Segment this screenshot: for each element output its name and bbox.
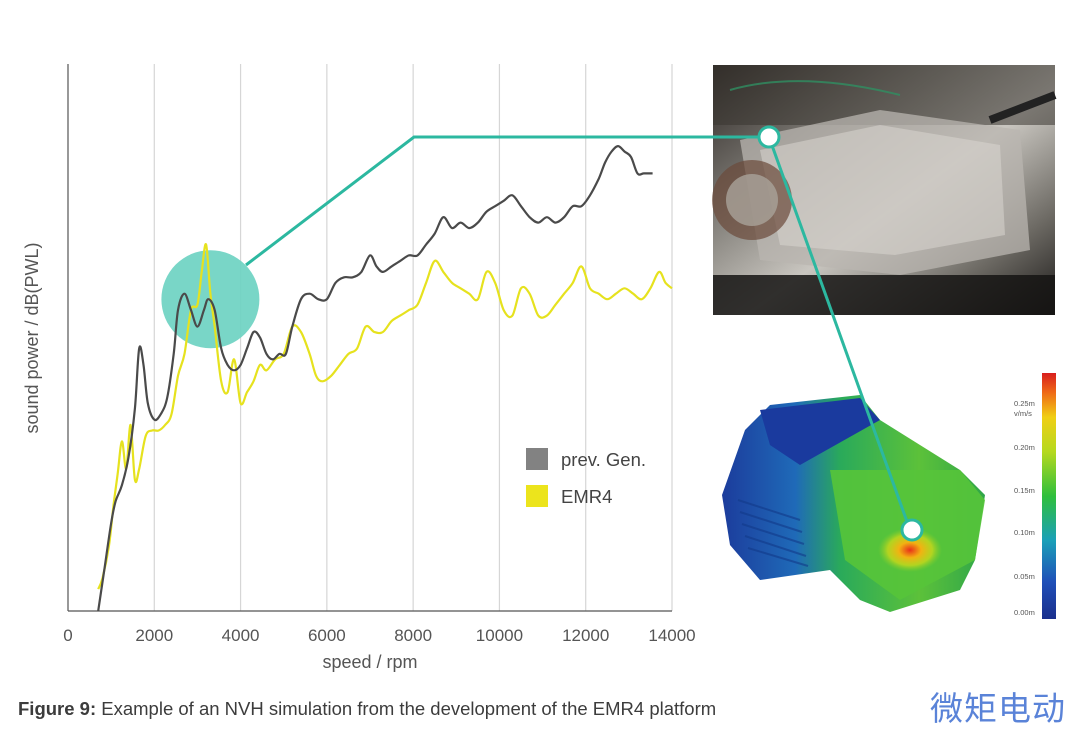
colorbar-tick-1: 0.20m xyxy=(1014,443,1035,452)
callout-connectors xyxy=(245,135,912,531)
colorbar-tick-0: 0.25m xyxy=(1014,399,1035,408)
colorbar-unit: v/m/s xyxy=(1014,409,1032,418)
x-tick-label-8000: 8000 xyxy=(394,626,432,645)
series-line-prev-gen xyxy=(97,145,653,612)
y-axis-label: sound power / dB(PWL) xyxy=(22,242,42,433)
legend-label-emr4: EMR4 xyxy=(561,486,612,507)
x-tick-labels: 0 2000 4000 6000 8000 10000 12000 14000 xyxy=(63,626,695,645)
x-tick-label-2000: 2000 xyxy=(135,626,173,645)
colorbar: 0.25m v/m/s 0.20m 0.15m 0.10m 0.05m 0.00… xyxy=(1014,373,1056,619)
x-tick-label-0: 0 xyxy=(63,626,72,645)
legend-swatch-emr4 xyxy=(526,485,548,507)
caption-label: Figure 9: xyxy=(18,698,97,719)
connector-photo-to-model xyxy=(767,136,912,531)
x-tick-label-4000: 4000 xyxy=(222,626,260,645)
gridlines xyxy=(153,64,673,611)
test-bench-photo xyxy=(712,65,1057,315)
photo-marker-dot xyxy=(757,125,781,149)
x-tick-label-14000: 14000 xyxy=(648,626,695,645)
x-tick-label-12000: 12000 xyxy=(562,626,609,645)
connector-peak-to-photo xyxy=(245,135,769,267)
colorbar-tick-3: 0.10m xyxy=(1014,528,1035,537)
x-axis-label: speed / rpm xyxy=(322,652,417,672)
watermark-logo: 微矩电动 xyxy=(930,689,1066,728)
legend: prev. Gen. EMR4 xyxy=(526,448,646,507)
series-lines xyxy=(97,145,673,612)
series-line-emr4 xyxy=(97,243,673,590)
colorbar-tick-4: 0.05m xyxy=(1014,572,1035,581)
x-tick-label-6000: 6000 xyxy=(308,626,346,645)
colorbar-gradient xyxy=(1042,373,1056,619)
caption-text: Example of an NVH simulation from the de… xyxy=(96,698,717,719)
model-marker-dot xyxy=(900,518,924,542)
figure-caption: Figure 9: Example of an NVH simulation f… xyxy=(18,698,716,720)
x-tick-label-10000: 10000 xyxy=(476,626,523,645)
nvh-simulation-model xyxy=(722,395,985,612)
legend-label-prev-gen: prev. Gen. xyxy=(561,449,646,470)
legend-swatch-prev-gen xyxy=(526,448,548,470)
colorbar-tick-2: 0.15m xyxy=(1014,486,1035,495)
colorbar-tick-5: 0.00m xyxy=(1014,608,1035,617)
